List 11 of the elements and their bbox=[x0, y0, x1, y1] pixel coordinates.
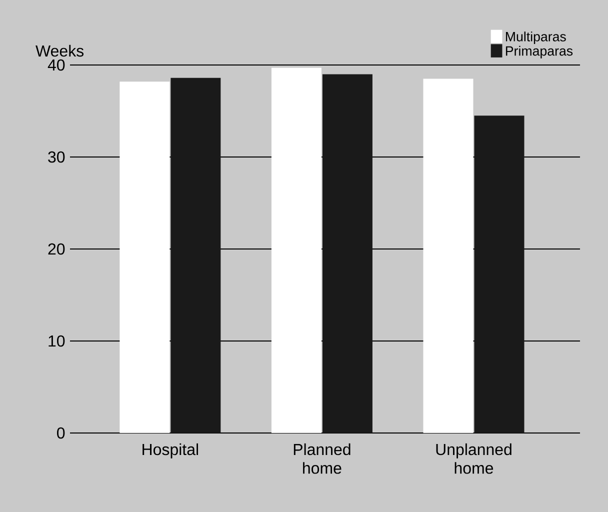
x-tick-label: Planned home bbox=[294, 443, 350, 474]
y-tick-label: 10 bbox=[48, 335, 65, 347]
x-tick-label: Unplanned home bbox=[436, 443, 512, 474]
legend-label: Primaparas bbox=[506, 46, 573, 58]
x-tick-label: Hospital bbox=[142, 443, 198, 458]
y-axis-title: Weeks bbox=[36, 44, 84, 57]
y-tick-label: 40 bbox=[48, 59, 65, 71]
y-tick-label: 30 bbox=[48, 151, 65, 163]
y-tick-label: 20 bbox=[48, 243, 65, 255]
y-tick-label: 0 bbox=[57, 427, 65, 439]
legend-label: Multiparas bbox=[506, 32, 566, 44]
